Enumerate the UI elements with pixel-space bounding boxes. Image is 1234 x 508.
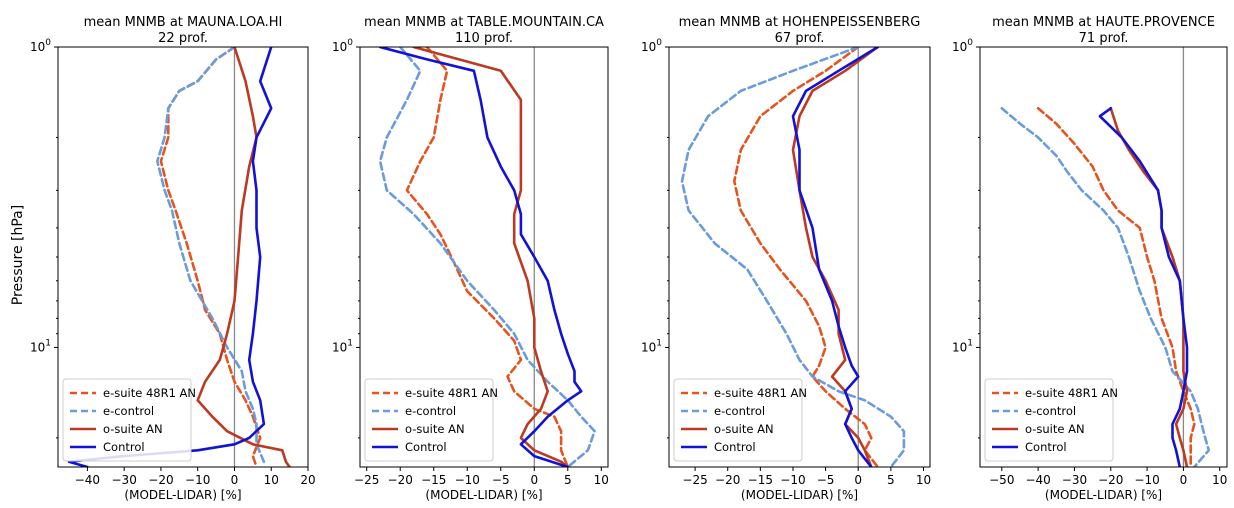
y-tick-label: 101 bbox=[30, 338, 51, 354]
legend-frame bbox=[984, 378, 1114, 462]
legend-label: o-suite AN bbox=[1025, 422, 1085, 436]
legend-label: Control bbox=[103, 440, 145, 454]
x-tick-label: 5 bbox=[887, 473, 895, 487]
x-tick-label: −20 bbox=[1098, 473, 1123, 487]
x-tick-label: −5 bbox=[492, 473, 510, 487]
series-line-control bbox=[791, 47, 880, 467]
chart-title: mean MNMB at TABLE.MOUNTAIN.CA bbox=[364, 15, 604, 30]
x-tick-label: −40 bbox=[1025, 473, 1050, 487]
x-tick-label: 0 bbox=[1180, 473, 1188, 487]
x-tick-label: 10 bbox=[916, 473, 931, 487]
y-tick-label: 101 bbox=[332, 338, 353, 354]
legend-label: e-suite 48R1 AN bbox=[714, 386, 807, 400]
legend-label: o-suite AN bbox=[103, 422, 163, 436]
x-tick-label: −20 bbox=[388, 473, 413, 487]
legend-label: e-suite 48R1 AN bbox=[405, 386, 498, 400]
legend-label: Control bbox=[714, 440, 756, 454]
legend: e-suite 48R1 AN e-control o-suite AN Contro… bbox=[364, 378, 498, 462]
x-tick-label: 10 bbox=[264, 473, 279, 487]
x-tick-label: 10 bbox=[594, 473, 609, 487]
x-tick-label: −50 bbox=[989, 473, 1014, 487]
x-tick-label: −10 bbox=[185, 473, 210, 487]
x-tick-label: −20 bbox=[148, 473, 173, 487]
series-line-o-suite-an bbox=[412, 47, 570, 467]
legend-label: e-suite 48R1 AN bbox=[103, 386, 196, 400]
series-line-control bbox=[378, 47, 583, 467]
y-tick-label: 101 bbox=[641, 338, 662, 354]
y-tick-label: 100 bbox=[332, 38, 353, 54]
x-tick-label: −10 bbox=[780, 473, 805, 487]
x-tick-label: 20 bbox=[300, 473, 315, 487]
x-tick-label: 0 bbox=[231, 473, 239, 487]
x-tick-label: 0 bbox=[854, 473, 862, 487]
x-axis-label: (MODEL-LIDAR) [%] bbox=[425, 488, 542, 502]
x-tick-label: −25 bbox=[354, 473, 379, 487]
legend-label: e-control bbox=[1025, 404, 1076, 418]
series-line-e-control bbox=[156, 47, 266, 463]
legend-label: Control bbox=[1025, 440, 1067, 454]
series-group bbox=[67, 47, 291, 467]
legend-label: Control bbox=[405, 440, 447, 454]
x-tick-label: −25 bbox=[682, 473, 707, 487]
x-tick-label: −5 bbox=[817, 473, 835, 487]
y-tick-label: 101 bbox=[952, 338, 973, 354]
x-tick-label: −40 bbox=[75, 473, 100, 487]
series-line-e-suite-48r1-an bbox=[159, 47, 262, 467]
x-tick-label: 0 bbox=[530, 473, 538, 487]
chart-subtitle: 110 prof. bbox=[455, 31, 513, 46]
x-tick-label: −15 bbox=[748, 473, 773, 487]
legend-label: e-control bbox=[714, 404, 765, 418]
x-tick-label: −20 bbox=[715, 473, 740, 487]
legend-frame bbox=[364, 378, 494, 462]
chart-subtitle: 67 prof. bbox=[775, 31, 825, 46]
series-line-e-control bbox=[378, 47, 596, 467]
chart-subtitle: 22 prof. bbox=[158, 31, 208, 46]
x-tick-label: −10 bbox=[1134, 473, 1159, 487]
x-axis-label: (MODEL-LIDAR) [%] bbox=[741, 488, 858, 502]
x-tick-label: −30 bbox=[112, 473, 137, 487]
series-line-e-suite-48r1-an bbox=[733, 47, 880, 467]
y-axis-label: Pressure [hPa] bbox=[10, 205, 26, 305]
x-axis-label: (MODEL-LIDAR) [%] bbox=[124, 488, 241, 502]
series-group bbox=[680, 47, 906, 467]
legend-frame bbox=[62, 378, 192, 462]
chart-title: mean MNMB at HAUTE.PROVENCE bbox=[992, 15, 1215, 30]
legend-label: e-control bbox=[103, 404, 154, 418]
chart-subtitle: 71 prof. bbox=[1079, 31, 1129, 46]
legend: e-suite 48R1 AN e-control o-suite AN Contro… bbox=[62, 378, 196, 462]
series-line-e-control bbox=[680, 47, 906, 467]
y-tick-label: 100 bbox=[641, 38, 662, 54]
series-line-e-suite-48r1-an bbox=[1036, 107, 1196, 467]
x-tick-label: −10 bbox=[455, 473, 480, 487]
series-line-control bbox=[1098, 107, 1189, 467]
x-axis-label: (MODEL-LIDAR) [%] bbox=[1045, 488, 1162, 502]
series-line-o-suite-an bbox=[196, 47, 291, 467]
series-line-e-control bbox=[1000, 107, 1211, 467]
x-tick-label: −30 bbox=[1062, 473, 1087, 487]
x-tick-label: 5 bbox=[564, 473, 572, 487]
x-tick-label: 10 bbox=[1212, 473, 1227, 487]
legend: e-suite 48R1 AN e-control o-suite AN Contro… bbox=[673, 378, 807, 462]
legend-label: o-suite AN bbox=[405, 422, 465, 436]
x-tick-label: −15 bbox=[421, 473, 446, 487]
y-tick-label: 100 bbox=[30, 38, 51, 54]
legend-label: e-suite 48R1 AN bbox=[1025, 386, 1118, 400]
legend: e-suite 48R1 AN e-control o-suite AN Contro… bbox=[984, 378, 1118, 462]
series-group bbox=[1000, 107, 1211, 467]
chart-title: mean MNMB at MAUNA.LOA.HI bbox=[84, 15, 283, 30]
legend-frame bbox=[673, 378, 803, 462]
y-tick-label: 100 bbox=[952, 38, 973, 54]
chart-title: mean MNMB at HOHENPEISSENBERG bbox=[679, 15, 921, 30]
legend-label: e-control bbox=[405, 404, 456, 418]
legend-label: o-suite AN bbox=[714, 422, 774, 436]
series-line-control bbox=[67, 47, 273, 467]
series-group bbox=[378, 47, 596, 467]
